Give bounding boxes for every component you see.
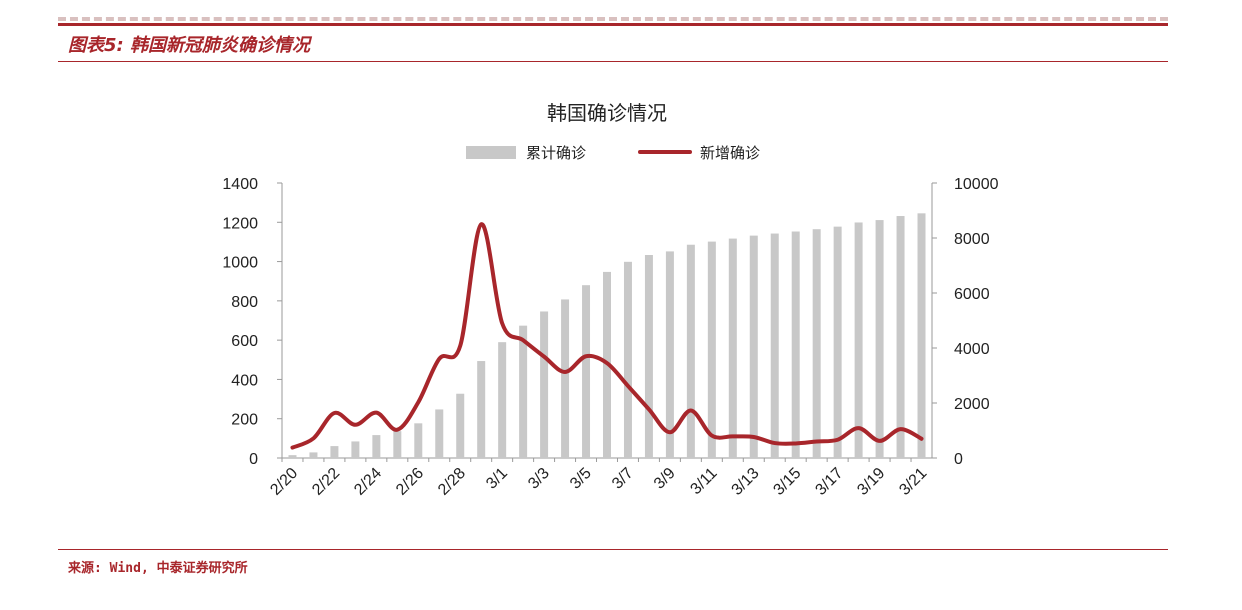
bar-cumulative — [728, 238, 737, 458]
x-tick-label: 3/1 — [483, 465, 511, 493]
top-dashed-rule — [58, 17, 1168, 21]
legend-swatch-bar — [466, 146, 516, 159]
figure-title: 图表5: 韩国新冠肺炎确诊情况 — [68, 35, 310, 56]
bar-cumulative — [917, 213, 926, 458]
legend-label-line: 新增确诊 — [700, 144, 760, 162]
x-tick-label: 3/15 — [770, 465, 804, 499]
bar-cumulative — [833, 226, 842, 458]
x-tick-label: 3/5 — [567, 465, 595, 493]
y-left-tick-label: 200 — [231, 412, 258, 429]
title-underline — [58, 61, 1168, 62]
bar-cumulative — [896, 216, 905, 458]
y-left-tick-label: 0 — [249, 451, 258, 468]
x-tick-label: 3/9 — [651, 465, 679, 493]
y-left-tick-label: 600 — [231, 333, 258, 350]
y-right-tick-label: 8000 — [954, 231, 990, 248]
bar-cumulative — [330, 446, 339, 458]
bottom-rule — [58, 549, 1168, 550]
bar-cumulative — [414, 423, 423, 458]
bar-cumulative — [791, 231, 800, 458]
top-rule — [58, 23, 1168, 26]
x-tick-label: 2/24 — [351, 465, 385, 499]
y-right-tick-label: 6000 — [954, 286, 990, 303]
bar-cumulative — [875, 220, 884, 458]
y-left-tick-label: 1200 — [222, 215, 258, 232]
bar-cumulative — [854, 222, 863, 458]
bar-cumulative — [435, 409, 444, 458]
bar-cumulative — [351, 441, 360, 458]
y-right-tick-label: 2000 — [954, 396, 990, 413]
y-right-tick-label: 4000 — [954, 341, 990, 358]
bar-cumulative — [393, 431, 402, 458]
chart-title: 韩国确诊情况 — [547, 101, 667, 125]
bar-cumulative — [582, 285, 591, 458]
y-right-tick-label: 10000 — [954, 176, 999, 193]
y-right-tick-label: 0 — [954, 451, 963, 468]
y-left-tick-label: 800 — [231, 294, 258, 311]
bar-cumulative — [561, 299, 570, 458]
legend-label-bar: 累计确诊 — [526, 144, 586, 162]
bar-cumulative — [623, 261, 632, 458]
x-tick-label: 2/28 — [435, 465, 469, 499]
bar-cumulative — [540, 311, 549, 458]
bar-cumulative — [309, 452, 318, 458]
x-tick-label: 2/22 — [309, 465, 343, 499]
bar-cumulative — [707, 241, 716, 458]
bar-cumulative — [770, 233, 779, 458]
y-left-tick-label: 1000 — [222, 255, 258, 272]
bar-cumulative — [665, 251, 674, 458]
x-tick-label: 3/11 — [687, 465, 720, 498]
bar-cumulative — [372, 435, 381, 458]
source-note: 来源: Wind, 中泰证券研究所 — [68, 561, 248, 576]
bar-cumulative — [498, 342, 507, 458]
y-left-tick-label: 400 — [231, 372, 258, 389]
bar-cumulative — [812, 229, 821, 458]
bar-cumulative — [644, 254, 653, 458]
x-tick-label: 2/20 — [267, 465, 301, 499]
x-tick-label: 3/7 — [609, 465, 637, 493]
bar-cumulative — [686, 244, 695, 458]
x-tick-label: 3/19 — [854, 465, 888, 499]
bar-cumulative — [456, 393, 465, 458]
x-tick-label: 2/26 — [393, 465, 427, 499]
x-tick-label: 3/3 — [525, 465, 553, 493]
bar-cumulative — [477, 361, 486, 458]
x-tick-label: 3/17 — [812, 465, 846, 499]
x-tick-label: 3/13 — [729, 465, 763, 499]
series-line-daily-new — [290, 222, 924, 450]
bar-cumulative — [519, 325, 528, 458]
y-left-tick-label: 1400 — [222, 176, 258, 193]
x-tick-label: 3/21 — [896, 465, 930, 499]
bar-cumulative — [749, 235, 758, 458]
bar-cumulative — [288, 455, 297, 458]
